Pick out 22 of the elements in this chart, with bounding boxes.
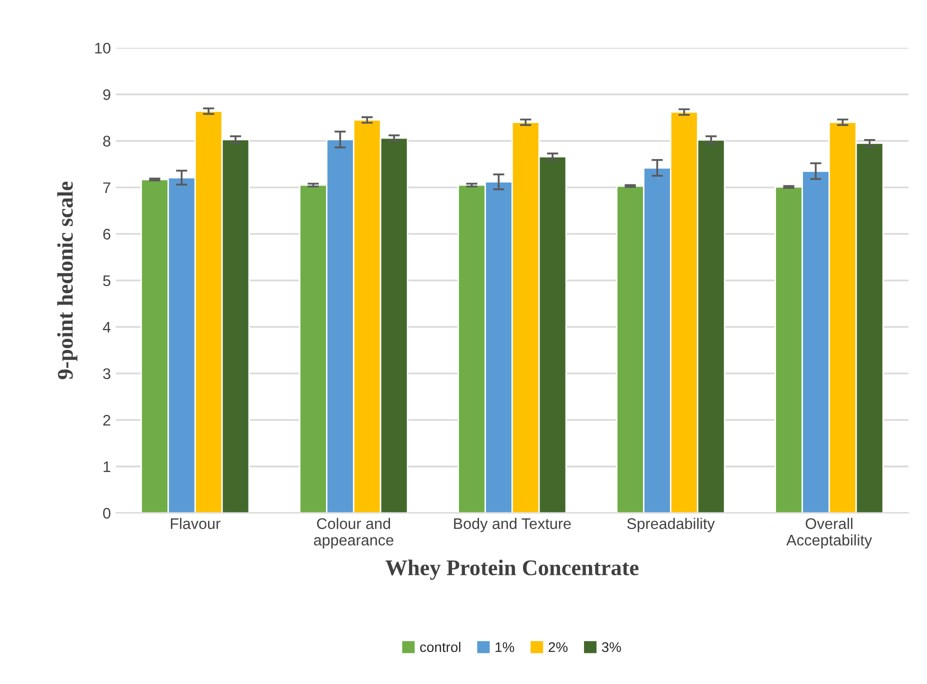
legend-label: 2% xyxy=(548,642,568,652)
legend-label: control xyxy=(420,642,460,652)
y-tick-label: 9 xyxy=(103,89,110,100)
y-tick-label: 7 xyxy=(103,182,110,193)
y-tick-label: 8 xyxy=(103,136,110,147)
y-tick-label: 3 xyxy=(103,368,110,380)
x-tick-label: Flavour xyxy=(170,518,220,530)
y-tick-label: 1 xyxy=(104,462,110,472)
x-tick-label: Spreadability xyxy=(627,518,715,532)
y-tick-label: 5 xyxy=(103,275,110,286)
x-tick-label: Overall Acceptability xyxy=(786,518,872,549)
y-tick-label: 10 xyxy=(95,42,110,54)
y-tick-label: 2 xyxy=(103,414,110,426)
x-tick-label: Colour and appearance xyxy=(314,518,394,549)
y-tick-label: 0 xyxy=(103,508,110,519)
x-tick-label: Body and Texture xyxy=(454,518,571,532)
y-tick-label: 6 xyxy=(103,228,110,240)
legend-label: 1% xyxy=(496,642,514,652)
y-axis-title: 9-point hedonic scale xyxy=(57,182,78,380)
legend-label: 3% xyxy=(602,642,621,652)
y-tick-label: 4 xyxy=(102,322,111,332)
x-axis-title: Whey Protein Concentrate xyxy=(386,560,639,580)
